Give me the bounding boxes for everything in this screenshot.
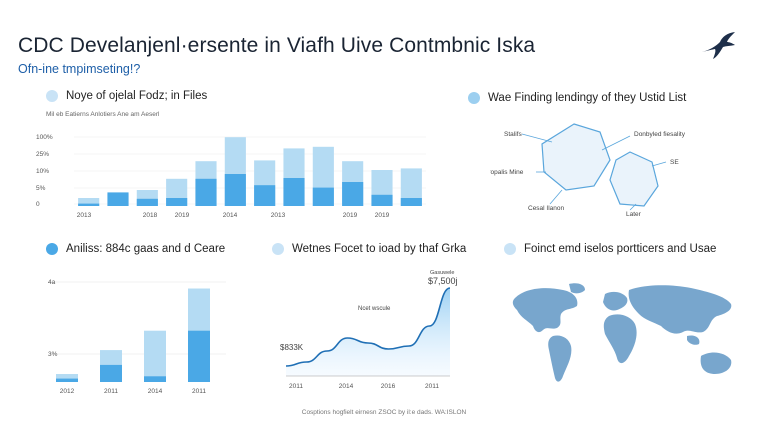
chart-annotation: $7,500j [428, 276, 458, 286]
panel-5-title-text: Foinct emd iselos portticers and Usae [524, 243, 717, 255]
connector-line [549, 189, 563, 205]
y-tick-label: 3% [48, 351, 58, 358]
bar-light [78, 198, 100, 206]
map-south-america [548, 335, 572, 382]
diagram-shapes [521, 123, 667, 211]
y-tick-label: 5% [36, 185, 46, 192]
diagram-node-label: Propalis Mine [490, 169, 524, 176]
page-title: CDC Develanjenl·ersente in Viafh Uive Co… [18, 34, 536, 57]
chart-annotation: $833K [280, 343, 304, 352]
x-tick-label: 2011 [289, 383, 303, 390]
x-tick-label: 2011 [425, 383, 439, 390]
bird-logo-icon [702, 32, 735, 59]
panel-1-title: Noye of ojelal Fodz; in Files [46, 90, 207, 102]
bar-dark [195, 178, 217, 206]
connector-line [521, 133, 553, 143]
y-tick-label: 10% [36, 168, 49, 175]
x-tick-label: 2019 [375, 212, 390, 219]
panel-3-title-text: Aniliss: 884c gaas and d Ceare [66, 243, 226, 255]
bar-dark [371, 194, 393, 206]
bar-dark [283, 178, 305, 206]
bar-light [144, 330, 166, 382]
x-tick-label: 2011 [192, 388, 206, 395]
map-australia [700, 352, 732, 374]
connector-line [629, 203, 637, 211]
x-tick-label: 2014 [223, 212, 238, 219]
panel-3-title: Aniliss: 884c gaas and d Ceare [46, 243, 225, 255]
area-chart-4: $833K Ncet wscule Gasuwele$7,500j 2011 2014 2… [280, 270, 458, 390]
bar-dark [107, 192, 129, 206]
x-tick-label: 2013 [77, 212, 92, 219]
circle-icon [46, 90, 58, 102]
area-fill [286, 288, 450, 376]
map-europe [603, 291, 628, 311]
bar-dark [254, 185, 276, 206]
panel-1-title-text: Noye of ojelal Fodz; in Files [66, 90, 208, 102]
diagram-node-label: Stalifs [504, 131, 522, 138]
x-tick-label: 2012 [60, 388, 75, 395]
diagram-node-label: SE [670, 159, 679, 166]
bar-dark [78, 203, 100, 206]
bar-dark [136, 198, 158, 206]
page-subtitle: Ofn-ine tmpimseting!? [18, 62, 141, 76]
panel-2-title: Wae Finding lendingy of they Ustid List [468, 92, 686, 104]
x-tick-label: 2014 [148, 388, 163, 395]
map-southeast-asia [687, 335, 700, 345]
x-tick-label: 2014 [339, 383, 354, 390]
panel-1-subtitle: Mil eb Eatierns Anlotiers Ane am Aeserl [46, 111, 160, 118]
world-map [512, 283, 732, 382]
diagram-node-label: Donbyled fiesality [634, 131, 686, 138]
x-tick-label: 2011 [104, 388, 118, 395]
map-africa [603, 314, 637, 364]
connector-line [651, 161, 667, 167]
map-asia [628, 285, 732, 334]
bar-dark [100, 364, 122, 382]
bar-chart-1: 100% 25% 10% 5% 0 2013 2018 2019 2014 2013 2019 201… [36, 134, 426, 219]
circle-icon [504, 243, 516, 255]
hexagon-node-large [541, 123, 611, 191]
x-tick-label: 2019 [175, 212, 190, 219]
bar-dark [144, 376, 166, 382]
bar-light [400, 168, 422, 206]
panel-2-title-text: Wae Finding lendingy of they Ustid List [488, 92, 687, 104]
connector-line [601, 135, 631, 151]
x-tick-label: 2019 [343, 212, 358, 219]
area-line [285, 287, 451, 367]
diagram-2: Stalifs Donbyled fiesality Propalis Mine SE… [490, 123, 686, 218]
hexagon-node-small [609, 151, 659, 207]
y-tick-label: 100% [36, 134, 53, 141]
circle-icon [46, 243, 58, 255]
panel-5-title: Foinct emd iselos portticers and Usae [504, 243, 716, 255]
diagram-node-label: Later [626, 211, 642, 218]
bar-dark [224, 174, 246, 206]
bar-dark [312, 187, 334, 206]
bar-light [56, 374, 78, 382]
circle-icon [272, 243, 284, 255]
map-north-america [512, 288, 578, 333]
circle-icon [468, 92, 480, 104]
panel-4-title-text: Wetnes Focet to ioad by thaf Grka [292, 243, 467, 255]
bar-dark [56, 378, 78, 382]
bar-dark [188, 330, 210, 382]
footer-caption: Cosptions hogfielt eirnesn ZSOC by il:e … [301, 409, 467, 416]
chart-annotation: Gasuwele [430, 270, 454, 276]
x-tick-label: 2013 [271, 212, 286, 219]
y-tick-label: 0 [36, 201, 40, 208]
bar-dark [166, 198, 188, 206]
x-tick-label: 2018 [143, 212, 158, 219]
diagram-node-label: Cesal Ilanon [528, 205, 565, 212]
y-tick-label: 4a [48, 279, 56, 286]
panel-4-title: Wetnes Focet to ioad by thaf Grka [272, 243, 466, 255]
bar-dark [342, 182, 364, 206]
y-tick-label: 25% [36, 151, 49, 158]
x-tick-label: 2016 [381, 383, 396, 390]
map-greenland [569, 283, 585, 294]
bar-chart-3: 4a 3% 2012 2011 2014 2011 [48, 279, 226, 395]
bar-dark [400, 198, 422, 206]
chart-annotation: Ncet wscule [358, 306, 391, 312]
